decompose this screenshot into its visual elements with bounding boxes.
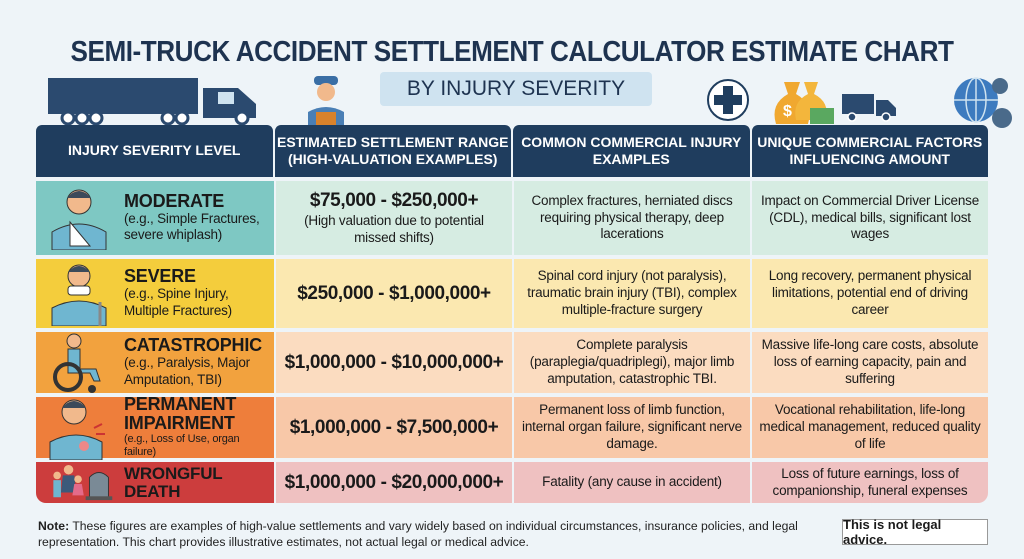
commercial-factors-cell: Vocational rehabilitation, life-long med… [752, 397, 988, 458]
svg-text:$: $ [783, 103, 792, 120]
table-header: INJURY SEVERITY LEVEL ESTIMATED SETTLEME… [36, 125, 988, 177]
settlement-range-cell: $75,000 - $250,000+ (High valuation due t… [276, 181, 512, 255]
severity-name: SEVERE [124, 266, 196, 287]
severity-examples: (e.g., Simple Fractures, severe whiplash… [124, 210, 260, 243]
severity-name: CATASTROPHIC [124, 335, 262, 356]
table-row: SEVERE (e.g., Spine Injury, Multiple Fra… [36, 259, 988, 328]
range-note: (High valuation due to potential missed … [304, 213, 484, 245]
table-row: WRONGFUL DEATH $1,000,000 - $20,000,000+… [36, 462, 988, 503]
severity-cell: MODERATE (e.g., Simple Fractures, severe… [36, 181, 274, 255]
header-injury-examples: COMMON COMMERCIAL INJURY EXAMPLES [513, 125, 750, 177]
table-row: CATASTROPHIC (e.g., Paralysis, Major Amp… [36, 332, 988, 393]
injury-examples-cell: Spinal cord injury (not paralysis), trau… [514, 259, 750, 328]
settlement-range-cell: $1,000,000 - $20,000,000+ [276, 462, 512, 503]
commercial-factors-cell: Long recovery, permanent physical limita… [752, 259, 988, 328]
note-label: Note: [38, 519, 70, 533]
severity-cell: PERMANENT IMPAIRMENT (e.g., Loss of Use,… [36, 393, 274, 460]
severity-cell: SEVERE (e.g., Spine Injury, Multiple Fra… [36, 259, 274, 328]
money-bags-icon: $ [774, 82, 834, 124]
arm-sling-person-icon [51, 189, 107, 250]
page-title: SEMI-TRUCK ACCIDENT SETTLEMENT CALCULATO… [70, 36, 954, 68]
severity-name: MODERATE [124, 190, 225, 211]
settlement-range: $75,000 - $250,000+ [309, 190, 479, 212]
settlement-range-cell: $1,000,000 - $7,500,000+ [276, 397, 512, 458]
severity-cell: CATASTROPHIC (e.g., Paralysis, Major Amp… [36, 332, 274, 393]
severity-cell: WRONGFUL DEATH [36, 462, 274, 503]
wheelchair-icon [53, 333, 101, 393]
truck-driver-icon [308, 76, 344, 126]
commercial-factors-cell: Impact on Commercial Driver License (CDL… [752, 181, 988, 255]
severity-examples: (e.g., Paralysis, Major Amputation, TBI) [124, 355, 250, 387]
severity-examples: (e.g., Spine Injury, Multiple Fractures) [124, 286, 232, 318]
family-gravestone-icon [53, 464, 113, 500]
neck-brace-person-icon [51, 264, 107, 326]
disclaimer-box: This is not legal advice. [842, 517, 988, 547]
medical-cross-icon [707, 79, 749, 121]
settlement-range-cell: $250,000 - $1,000,000+ [276, 259, 512, 328]
severity-name: WRONGFUL DEATH [124, 463, 223, 501]
injury-examples-cell: Permanent loss of limb function, interna… [514, 397, 750, 458]
header-settlement-range: ESTIMATED SETTLEMENT RANGE (HIGH-VALUATI… [274, 125, 511, 177]
injury-examples-cell: Complex fractures, herniated discs requi… [514, 181, 750, 255]
table-row: MODERATE (e.g., Simple Fractures, severe… [36, 181, 988, 255]
injury-examples-cell: Fatality (any cause in accident) [514, 462, 750, 503]
table-row: PERMANENT IMPAIRMENT (e.g., Loss of Use,… [36, 393, 988, 460]
footnote: Note: These figures are examples of high… [38, 519, 818, 551]
pain-person-icon [49, 399, 105, 460]
settlement-range-cell: $1,000,000 - $10,000,000+ [276, 332, 512, 393]
semi-truck-icon [48, 78, 256, 126]
header-commercial-factors: UNIQUE COMMERCIAL FACTORS INFLUENCING AM… [751, 125, 988, 177]
settlement-range: $1,000,000 - $7,500,000+ [289, 416, 499, 438]
injury-examples-cell: Complete paralysis (paraplegia/quadriple… [514, 332, 750, 393]
settlement-range: $1,000,000 - $10,000,000+ [284, 351, 504, 373]
severity-name: PERMANENT IMPAIRMENT [124, 393, 237, 433]
commercial-factors-cell: Loss of future earnings, loss of compani… [752, 462, 988, 503]
commercial-factors-cell: Massive life-long care costs, absolute l… [752, 332, 988, 393]
settlement-range: $250,000 - $1,000,000+ [297, 282, 491, 304]
subtitle: BY INJURY SEVERITY [380, 72, 652, 106]
delivery-truck-icon [842, 94, 896, 122]
globe-gears-icon [954, 77, 1012, 128]
settlement-range: $1,000,000 - $20,000,000+ [284, 471, 504, 493]
severity-examples: (e.g., Loss of Use, organ failure) [124, 432, 240, 459]
header-severity-level: INJURY SEVERITY LEVEL [36, 125, 273, 177]
note-text: These figures are examples of high-value… [38, 519, 798, 549]
settlement-table: INJURY SEVERITY LEVEL ESTIMATED SETTLEME… [36, 125, 988, 503]
